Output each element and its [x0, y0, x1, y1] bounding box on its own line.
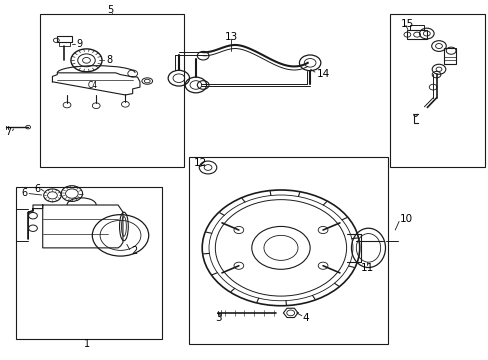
Circle shape	[234, 226, 243, 234]
Circle shape	[318, 262, 327, 269]
Text: 8: 8	[106, 55, 112, 65]
Bar	[389, 14, 484, 167]
Bar	[443, 48, 455, 64]
Circle shape	[234, 262, 243, 269]
Bar	[407, 30, 426, 39]
Bar	[188, 157, 387, 344]
Circle shape	[318, 226, 327, 234]
Text: C4: C4	[87, 81, 98, 90]
Bar	[57, 36, 72, 42]
Bar	[59, 42, 70, 46]
Text: 10: 10	[399, 214, 412, 224]
Text: 6: 6	[34, 184, 41, 194]
Bar	[409, 24, 424, 30]
Text: 12: 12	[193, 158, 206, 168]
Text: 14: 14	[316, 68, 329, 78]
Text: 5: 5	[107, 5, 113, 15]
Bar	[16, 187, 162, 339]
Text: 7: 7	[5, 127, 12, 137]
Text: 9: 9	[77, 39, 82, 49]
Text: 2: 2	[131, 247, 138, 256]
Text: 13: 13	[224, 32, 238, 42]
Text: 3: 3	[215, 312, 222, 323]
Bar	[40, 14, 183, 167]
Text: 11: 11	[361, 262, 374, 273]
Text: 1: 1	[84, 339, 90, 348]
Text: 15: 15	[400, 18, 413, 28]
Text: 6: 6	[22, 188, 28, 198]
Text: 4: 4	[302, 312, 309, 323]
